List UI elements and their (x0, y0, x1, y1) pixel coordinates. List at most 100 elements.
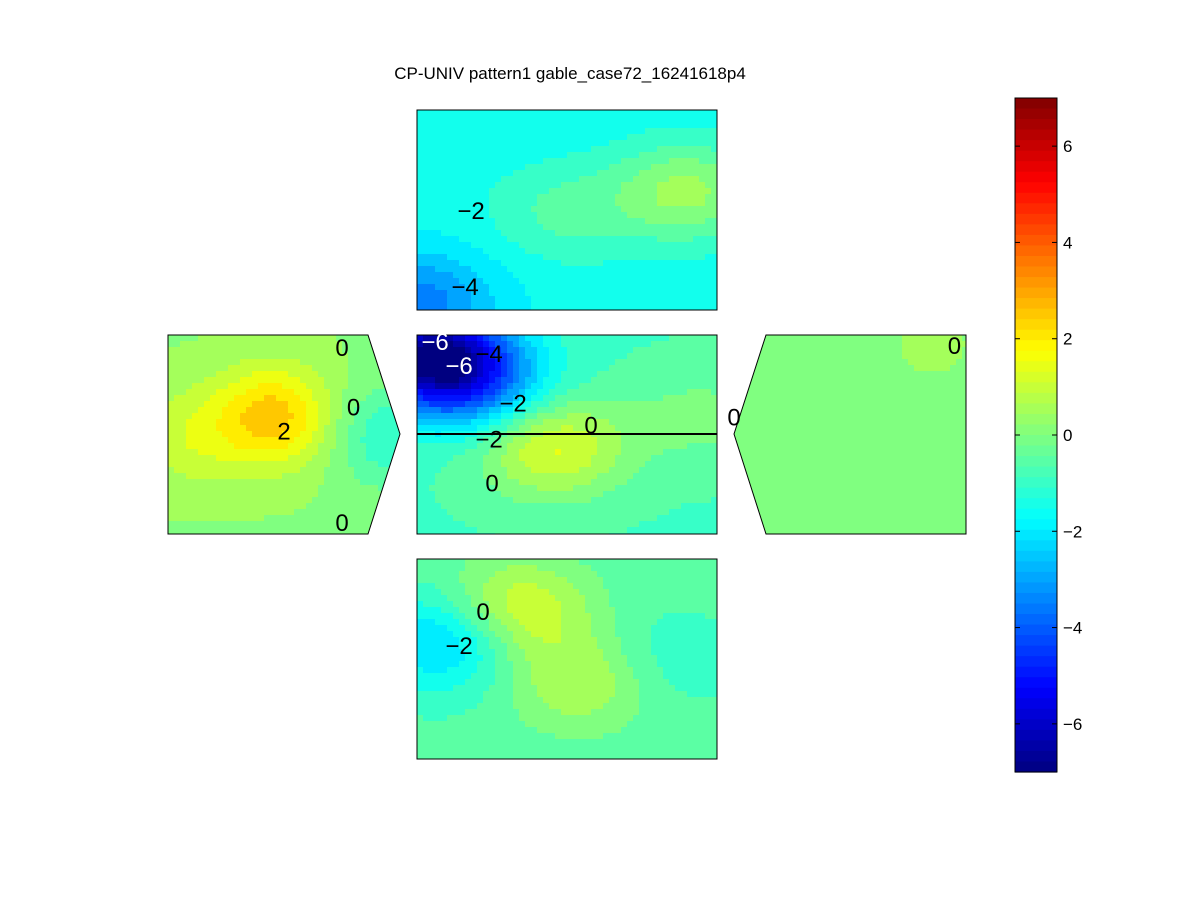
contour-cell (555, 479, 562, 486)
contour-cell (699, 236, 706, 243)
contour-cell (567, 473, 574, 480)
contour-cell (459, 335, 466, 342)
contour-cell (324, 389, 331, 396)
contour-cell (294, 395, 301, 402)
contour-cell (603, 377, 610, 384)
contour-cell (567, 503, 574, 510)
contour-cell (396, 365, 400, 372)
contour-cell (465, 503, 472, 510)
contour-cell (627, 170, 634, 177)
contour-cell (549, 128, 556, 135)
contour-cell (669, 521, 676, 528)
contour-cell (699, 401, 706, 408)
contour-cell (597, 455, 604, 462)
contour-cell (495, 206, 502, 213)
contour-cell (699, 455, 706, 462)
contour-cell (669, 116, 676, 123)
contour-cell (800, 371, 807, 378)
contour-cell (681, 461, 688, 468)
contour-cell (573, 353, 580, 360)
contour-cell (423, 449, 430, 456)
contour-cell (669, 212, 676, 219)
contour-cell (423, 170, 430, 177)
contour-cell (513, 347, 520, 354)
contour-cell (240, 473, 247, 480)
contour-cell (435, 527, 442, 534)
contour-cell (663, 110, 670, 117)
contour-cell (627, 389, 634, 396)
contour-cell (549, 383, 556, 390)
contour-cell (507, 467, 514, 474)
contour-cell (198, 497, 205, 504)
contour-cell (348, 467, 355, 474)
contour-cell (435, 218, 442, 225)
contour-cell (687, 359, 694, 366)
contour-cell (258, 383, 265, 390)
contour-cell (459, 413, 466, 420)
contour-cell (621, 407, 628, 414)
contour-cell (699, 419, 706, 426)
contour-cell (633, 116, 640, 123)
contour-cell (633, 128, 640, 135)
contour-cell (585, 449, 592, 456)
contour-cell (537, 419, 544, 426)
contour-cell (390, 341, 397, 348)
contour-cell (234, 515, 241, 522)
contour-cell (711, 182, 718, 189)
contour-cell (705, 122, 712, 129)
contour-cell (579, 230, 586, 237)
contour-cell (621, 206, 628, 213)
contour-cell (447, 134, 454, 141)
contour-cell (890, 335, 897, 342)
contour-cell (198, 335, 205, 342)
contour-cell (746, 335, 753, 342)
contour-cell (372, 407, 379, 414)
contour-cell (483, 308, 490, 311)
contour-cell (465, 152, 472, 159)
contour-cell (222, 371, 229, 378)
contour-cell (276, 347, 283, 354)
contour-cell (609, 407, 616, 414)
contour-cell (591, 485, 598, 492)
contour-cell (621, 128, 628, 135)
contour-cell (372, 497, 379, 504)
contour-cell (603, 401, 610, 408)
contour-cell (681, 134, 688, 141)
contour-cell (441, 254, 448, 261)
contour-cell (336, 425, 343, 432)
contour-cell (597, 443, 604, 450)
contour-cell (956, 347, 963, 354)
contour-cell (441, 236, 448, 243)
contour-cell (372, 527, 379, 534)
contour-cell (950, 341, 957, 348)
contour-cell (471, 248, 478, 255)
contour-cell (645, 401, 652, 408)
contour-cell (465, 176, 472, 183)
contour-cell (294, 431, 301, 438)
contour-cell (342, 407, 349, 414)
contour-cell (465, 170, 472, 177)
contour-cell (240, 389, 247, 396)
contour-cell (531, 347, 538, 354)
contour-cell (252, 479, 259, 486)
contour-cell (447, 473, 454, 480)
contour-cell (561, 254, 568, 261)
contour-cell (651, 389, 658, 396)
contour-cell (336, 431, 343, 438)
contour-cell (543, 473, 550, 480)
contour-cell (603, 194, 610, 201)
contour-cell (657, 206, 664, 213)
contour-cell (651, 206, 658, 213)
contour-cell (501, 230, 508, 237)
contour-cell (378, 473, 385, 480)
contour-cell (896, 353, 903, 360)
contour-cell (633, 485, 640, 492)
contour-cell (579, 218, 586, 225)
contour-cell (180, 365, 187, 372)
contour-cell (627, 146, 634, 153)
contour-cell (186, 371, 193, 378)
contour-cell (288, 461, 295, 468)
contour-cell (639, 242, 646, 249)
contour-cell (603, 200, 610, 207)
contour-cell (396, 485, 400, 492)
